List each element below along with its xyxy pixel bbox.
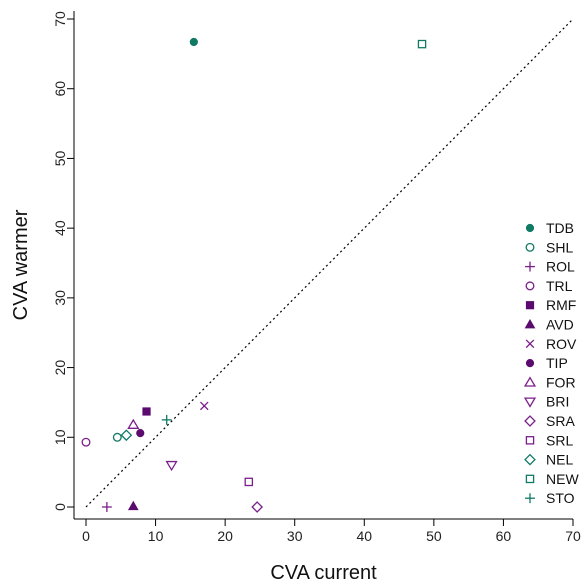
legend-item-srl: SRL: [525, 432, 573, 448]
legend-item-shl: SHL: [525, 239, 573, 255]
data-point-sto: [161, 414, 172, 425]
legend-item-bri: BRI: [523, 394, 569, 410]
legend-label: NEL: [546, 452, 573, 468]
y-tick-label: 30: [52, 290, 68, 306]
data-point-rol: [101, 502, 112, 512]
legend-item-sra: SRA: [524, 413, 575, 429]
y-tick-label: 70: [52, 11, 68, 27]
legend-label: AVD: [546, 317, 574, 333]
legend-label: TDB: [546, 220, 574, 236]
legend-label: TRL: [546, 278, 573, 294]
x-tick-label: 50: [426, 528, 442, 544]
legend-label: BRI: [546, 394, 569, 410]
x-tick-label: 20: [217, 528, 233, 544]
legend-label: RMF: [546, 297, 576, 313]
legend-marker: [525, 436, 535, 445]
x-tick-label: 0: [82, 528, 90, 544]
data-point-bri: [165, 460, 178, 472]
y-tick-label: 0: [52, 503, 68, 511]
legend-label: SRA: [546, 413, 575, 429]
legend-marker: [523, 397, 537, 408]
legend-item-rol: ROL: [525, 259, 575, 275]
legend-marker: [525, 339, 535, 349]
y-tick-label: 40: [52, 220, 68, 236]
x-tick-label: 10: [148, 528, 164, 544]
legend-item-rov: ROV: [525, 336, 577, 352]
x-axis-title: CVA current: [270, 562, 377, 583]
legend-marker: [525, 281, 535, 291]
data-point-sra: [251, 501, 264, 513]
x-tick-label: 60: [496, 528, 512, 544]
legend-marker: [524, 318, 536, 329]
y-tick-label: 10: [52, 429, 68, 445]
x-tick-label: 40: [356, 528, 372, 544]
data-point-tdb: [189, 37, 198, 47]
data-point-rmf: [142, 407, 151, 416]
legend-item-avd: AVD: [524, 317, 574, 333]
identity-reference-line: [85, 18, 574, 508]
data-point-nel: [120, 429, 133, 442]
legend-marker: [525, 223, 535, 233]
legend-item-sto: STO: [525, 490, 575, 506]
legend-marker: [523, 376, 537, 387]
data-point-for: [127, 418, 140, 429]
legend-label: NEW: [546, 471, 579, 487]
legend-item-rmf: RMF: [525, 297, 576, 313]
legend-marker: [525, 242, 535, 252]
legend-item-tdb: TDB: [525, 220, 574, 236]
legend-item-new: NEW: [525, 471, 579, 487]
legend-label: SHL: [546, 239, 573, 255]
data-point-trl: [81, 437, 91, 447]
legend-marker: [525, 261, 535, 272]
y-tick-label: 50: [52, 150, 68, 166]
legend-item-for: FOR: [523, 374, 576, 390]
legend-item-tip: TIP: [525, 355, 568, 371]
legend-label: STO: [546, 490, 575, 506]
data-point-shl: [112, 432, 122, 442]
x-tick-label: 30: [287, 528, 303, 544]
y-tick-label: 20: [52, 360, 68, 376]
data-point-srl: [244, 477, 254, 487]
legend-marker: [524, 453, 536, 466]
y-axis-title: CVA warmer: [10, 209, 32, 320]
legend-item-trl: TRL: [525, 278, 573, 294]
legend-label: FOR: [546, 374, 576, 390]
y-tick-label: 60: [52, 81, 68, 97]
legend-item-nel: NEL: [524, 452, 573, 468]
data-point-new: [417, 39, 427, 49]
legend-label: SRL: [546, 432, 573, 448]
legend-marker: [525, 474, 535, 484]
legend-label: ROV: [546, 336, 577, 352]
legend-marker: [525, 493, 535, 504]
x-tick-label: 70: [565, 528, 581, 544]
legend-marker: [525, 359, 535, 368]
legend-label: TIP: [546, 355, 568, 371]
data-point-avd: [127, 500, 139, 511]
data-point-rov: [199, 401, 209, 411]
legend-marker: [524, 415, 536, 427]
legend-label: ROL: [546, 259, 575, 275]
legend-marker: [525, 301, 535, 310]
data-point-tip: [136, 429, 145, 438]
